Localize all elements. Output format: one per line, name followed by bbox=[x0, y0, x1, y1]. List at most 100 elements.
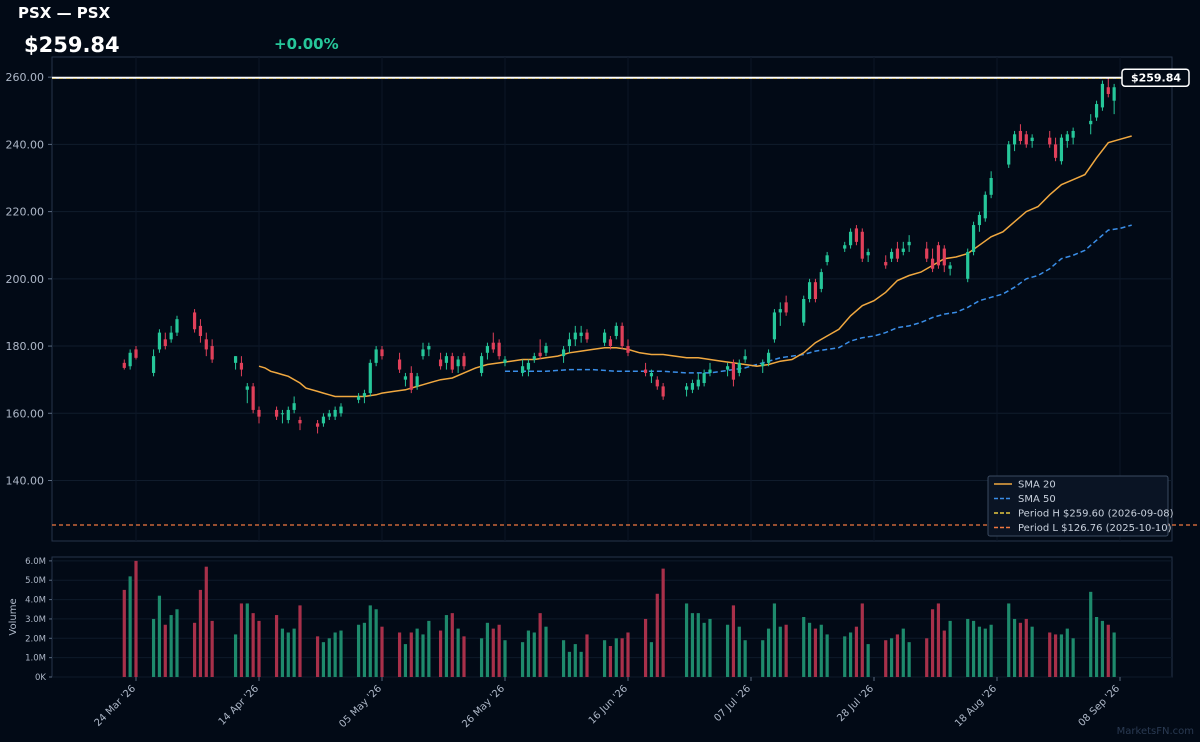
volume-bar bbox=[415, 628, 419, 677]
candle-body bbox=[895, 248, 900, 259]
legend: SMA 20 SMA 50 Period H $259.60 (2026-09-08… bbox=[987, 475, 1174, 537]
volume-bar bbox=[163, 624, 167, 677]
volume-bar bbox=[684, 603, 689, 677]
volume-bar bbox=[427, 620, 431, 677]
volume-bar bbox=[122, 589, 126, 677]
x-tick-label: 28 Jul '26 bbox=[835, 683, 876, 724]
candle-body bbox=[1100, 83, 1105, 108]
candle-body bbox=[251, 386, 255, 410]
volume-bar bbox=[356, 624, 361, 677]
volume-bar bbox=[643, 618, 648, 677]
volume-bar bbox=[175, 609, 179, 677]
volume-bar bbox=[503, 640, 507, 677]
candle-body bbox=[977, 214, 982, 226]
volume-bar bbox=[802, 617, 806, 677]
volume-bar bbox=[1112, 632, 1116, 677]
volume-bar bbox=[169, 615, 173, 677]
candle-body bbox=[362, 393, 367, 397]
candle-body bbox=[561, 349, 566, 357]
volume-bar bbox=[421, 634, 425, 677]
price-tick-label: 160.00 bbox=[6, 407, 45, 420]
volume-bar bbox=[292, 628, 296, 677]
last-price-tag-text: $259.84 bbox=[1131, 72, 1181, 85]
volume-bar bbox=[884, 640, 888, 677]
volume-bar bbox=[743, 640, 747, 677]
volume-bar bbox=[1065, 628, 1069, 677]
candle-body bbox=[497, 342, 501, 357]
volume-bar bbox=[971, 620, 976, 677]
volume-bar bbox=[843, 636, 847, 677]
volume-bar bbox=[444, 615, 449, 677]
candle-body bbox=[298, 420, 302, 424]
volume-bar bbox=[239, 603, 244, 677]
x-tick-label: 14 Apr '26 bbox=[217, 683, 261, 727]
volume-bar bbox=[298, 605, 302, 677]
volume-bar bbox=[966, 618, 970, 677]
current-price: $259.84 bbox=[24, 33, 120, 57]
candle-body bbox=[163, 339, 167, 347]
candle-body bbox=[286, 409, 290, 420]
volume-bars bbox=[122, 560, 1116, 677]
volume-bar bbox=[485, 622, 490, 677]
candle-body bbox=[315, 423, 320, 427]
candle-body bbox=[614, 325, 618, 336]
candles bbox=[122, 78, 1116, 434]
candle-body bbox=[608, 339, 613, 347]
volume-bar bbox=[368, 605, 372, 677]
candle-body bbox=[1007, 144, 1011, 165]
candle-body bbox=[409, 372, 413, 390]
candle-body bbox=[134, 349, 138, 358]
x-tick-label: 05 May '26 bbox=[337, 683, 384, 730]
candle-body bbox=[772, 312, 777, 340]
candle-body bbox=[1059, 137, 1064, 162]
candle-body bbox=[479, 356, 484, 373]
volume-bar bbox=[538, 613, 542, 677]
volume-bar bbox=[251, 613, 255, 677]
candle-body bbox=[444, 356, 449, 363]
candle-body bbox=[210, 346, 214, 360]
volume-bar bbox=[462, 636, 466, 677]
volume-bar bbox=[690, 613, 695, 677]
volume-bar bbox=[280, 628, 285, 677]
candle-body bbox=[860, 231, 864, 259]
candle-body bbox=[1012, 134, 1017, 145]
candle-body bbox=[192, 312, 197, 330]
volume-bar bbox=[696, 613, 700, 677]
candle-body bbox=[825, 255, 829, 263]
volume-bar bbox=[807, 622, 812, 677]
price-tick-label: 140.00 bbox=[6, 475, 45, 488]
volume-bar bbox=[157, 595, 162, 677]
volume-bar bbox=[438, 630, 443, 677]
candle-body bbox=[544, 346, 548, 353]
candle-body bbox=[813, 282, 818, 299]
volume-bar bbox=[456, 628, 460, 677]
volume-tick-label: 4.0M bbox=[25, 596, 46, 606]
volume-bar bbox=[333, 632, 337, 677]
volume-bar bbox=[409, 632, 413, 677]
volume-bar bbox=[1053, 634, 1058, 677]
candle-body bbox=[380, 349, 384, 357]
candle-body bbox=[930, 258, 935, 269]
candle-body bbox=[567, 339, 572, 347]
volume-bar bbox=[450, 613, 454, 677]
volume-bar bbox=[1007, 603, 1011, 677]
candle-body bbox=[327, 413, 331, 417]
volume-bar bbox=[134, 560, 138, 677]
price-tick-label: 200.00 bbox=[6, 273, 45, 286]
volume-bar bbox=[210, 620, 214, 677]
candle-body bbox=[339, 406, 343, 414]
volume-bar bbox=[936, 603, 941, 677]
candle-body bbox=[966, 251, 970, 279]
candle-body bbox=[761, 362, 765, 367]
volume-bar bbox=[567, 651, 572, 677]
candle-body bbox=[503, 359, 507, 363]
candle-body bbox=[766, 352, 771, 363]
volume-bar bbox=[544, 626, 548, 677]
x-tick-label: 24 Mar '26 bbox=[93, 683, 139, 729]
volume-bar bbox=[942, 630, 946, 677]
volume-bar bbox=[233, 634, 238, 677]
volume-bar bbox=[532, 632, 536, 677]
volume-bar bbox=[403, 644, 408, 677]
volume-bar bbox=[1018, 622, 1023, 677]
volume-bar bbox=[192, 622, 197, 677]
